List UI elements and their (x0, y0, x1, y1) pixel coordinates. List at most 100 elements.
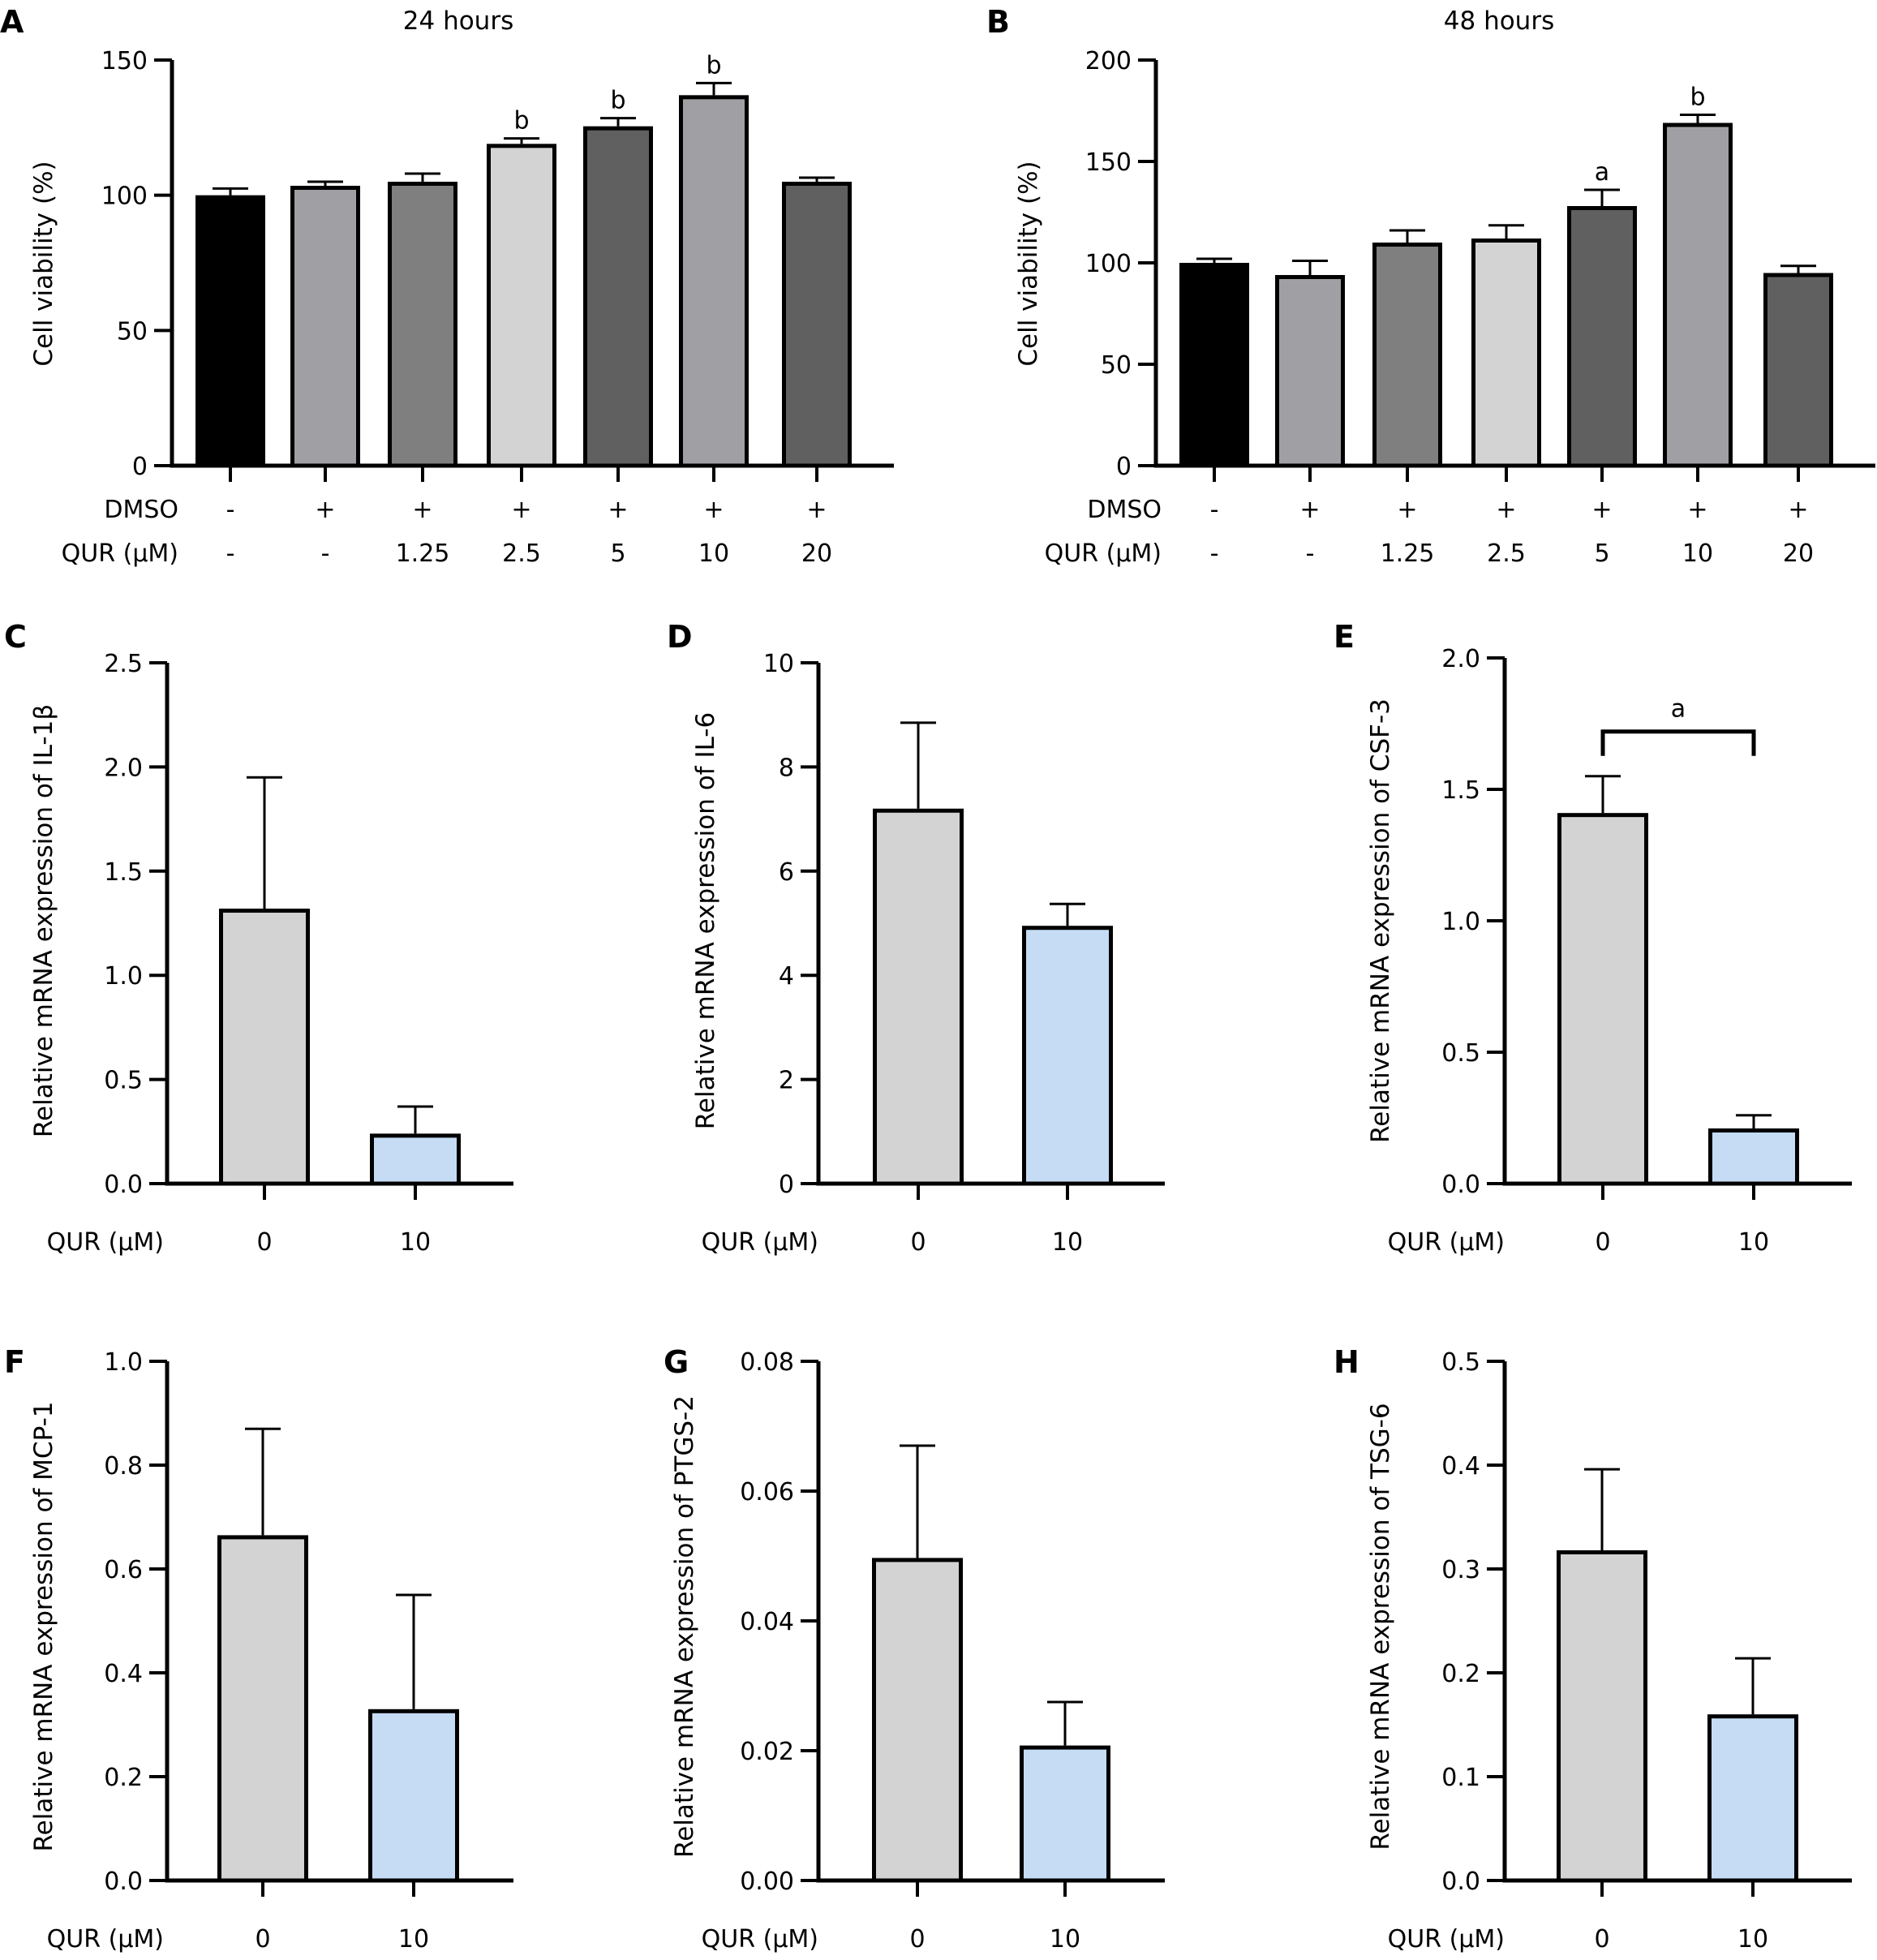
x-tick-label: 10 (1052, 1228, 1083, 1257)
y-tick-label: 50 (117, 317, 148, 346)
x-tick-label: + (1591, 496, 1612, 524)
panel-a-plot: 0 50 100 150 - - + - +1.25 b +2.5 b +5 b +10 +20 DMSO QUR… (62, 47, 894, 568)
x-tick-label: + (1788, 496, 1808, 524)
panel-e-plot: 0.0 0.5 1.0 1.5 2.0 0 10 QUR (μM) a (1388, 645, 1852, 1257)
panel-d-plot: 0 2 4 6 8 10 0 10 QUR (μM) (702, 650, 1165, 1257)
x-tick-label: 20 (801, 539, 832, 568)
y-tick-label: 0.5 (1441, 1039, 1480, 1068)
y-tick-label: 8 (779, 754, 794, 782)
panel-a-letter: A (0, 4, 24, 40)
x-tick-label: + (703, 496, 724, 524)
y-tick-label: 2 (779, 1067, 794, 1095)
y-tick-label: 1.0 (104, 1348, 143, 1377)
y-tick-label: 0.5 (104, 1067, 143, 1095)
x-row-label: QUR (μM) (47, 1925, 164, 1954)
x-row-label: QUR (μM) (62, 539, 178, 568)
significance-bracket (1600, 729, 1756, 756)
significance-label: b (1690, 84, 1705, 112)
x-tick-label: + (608, 496, 628, 524)
y-tick-label: 6 (779, 858, 794, 887)
bar (583, 126, 653, 468)
bar (487, 144, 556, 468)
y-tick-label: 1.5 (104, 858, 143, 887)
x-tick-label: + (806, 496, 827, 524)
x-tick-label: + (1687, 496, 1707, 524)
x-tick-label: - (1210, 496, 1219, 524)
x-row-label: QUR (μM) (47, 1228, 164, 1257)
x-tick-label: - (1306, 539, 1315, 568)
significance-label: a (1595, 158, 1609, 187)
y-tick-label: 0.6 (104, 1556, 143, 1584)
bar (1275, 275, 1345, 468)
y-tick-label: 1.0 (1441, 908, 1480, 936)
x-tick-label: + (412, 496, 432, 524)
panel-h-ylabel: Relative mRNA expression of TSG-6 (1366, 1403, 1395, 1850)
panel-h-letter: H (1334, 1344, 1359, 1380)
x-tick-label: + (1397, 496, 1417, 524)
panel-d-ylabel: Relative mRNA expression of IL-6 (691, 712, 720, 1129)
x-tick-label: 10 (1737, 1925, 1768, 1954)
x-row-label: QUR (μM) (1388, 1228, 1505, 1257)
x-tick-label: - (226, 539, 235, 568)
bar (1708, 1128, 1799, 1186)
panel-e-ylabel: Relative mRNA expression of CSF-3 (1366, 698, 1395, 1143)
panel-b-ylabel: Cell viability (%) (1014, 161, 1043, 366)
y-tick-label: 10 (763, 650, 794, 678)
y-tick-label: 100 (101, 183, 148, 211)
bar (1022, 926, 1113, 1186)
bar (1663, 122, 1733, 468)
panel-h-plot: 0.0 0.1 0.2 0.3 0.4 0.5 0 10 QUR (μM) (1388, 1348, 1852, 1954)
y-tick-label: 50 (1101, 351, 1132, 380)
y-tick-label: 0.0 (104, 1868, 143, 1896)
y-tick-label: 0.0 (104, 1171, 143, 1199)
panel-e: E Relative mRNA expression of CSF-3 0.00… (1334, 619, 1852, 1257)
panel-f-plot: 0.0 0.2 0.4 0.6 0.8 1.0 0 10 QUR (μM) (47, 1348, 513, 1954)
panel-c-letter: C (4, 619, 27, 655)
x-tick-label: + (315, 496, 335, 524)
bar (1557, 813, 1648, 1186)
bar (290, 186, 360, 468)
bar (1763, 273, 1833, 468)
significance-label: a (1671, 695, 1686, 724)
y-tick-label: 0.4 (1441, 1452, 1480, 1481)
x-row-label: QUR (μM) (702, 1228, 818, 1257)
significance-label: b (610, 87, 625, 115)
x-tick-label: 2.5 (502, 539, 541, 568)
x-tick-label: 2.5 (1487, 539, 1526, 568)
bar (1557, 1550, 1647, 1883)
panel-d: D Relative mRNA expression of IL-6 0 2 4 6 8… (667, 619, 1165, 1257)
x-tick-label: 20 (1783, 539, 1814, 568)
panel-f: F Relative mRNA expression of MCP-1 0.00… (4, 1344, 513, 1954)
y-tick-label: 1.0 (104, 962, 143, 991)
y-tick-label: 0.06 (740, 1478, 794, 1507)
y-tick-label: 150 (1085, 148, 1132, 177)
bar (195, 195, 265, 468)
y-tick-label: 4 (779, 962, 794, 991)
x-tick-label: 5 (610, 539, 625, 568)
panel-a: A 24 hours Cell viability (%) 0 50 100 150 -… (0, 4, 894, 568)
panel-c-plot: 0.0 0.5 1.0 1.5 2.0 2.5 0 10 QUR (μM) (47, 650, 513, 1257)
bar (1179, 263, 1249, 468)
bar (679, 95, 749, 468)
panel-b-letter: B (986, 4, 1010, 40)
y-tick-label: 0.0 (1441, 1868, 1480, 1896)
y-tick-label: 2.0 (104, 754, 143, 782)
panel-h: H Relative mRNA expression of TSG-6 0.00… (1334, 1344, 1852, 1954)
y-tick-label: 200 (1085, 47, 1132, 75)
bar (368, 1709, 459, 1883)
panel-b-title: 48 hours (1444, 6, 1554, 36)
x-tick-label: + (1299, 496, 1320, 524)
y-tick-label: 150 (101, 47, 148, 75)
x-tick-label: 10 (698, 539, 729, 568)
panel-a-title: 24 hours (403, 6, 513, 36)
x-tick-label: 10 (1682, 539, 1713, 568)
y-tick-label: 0.4 (104, 1660, 143, 1688)
x-tick-label: - (226, 496, 235, 524)
x-tick-label: - (1210, 539, 1219, 568)
x-tick-label: + (1496, 496, 1516, 524)
panel-g-plot: 0.00 0.02 0.04 0.06 0.08 0 10 QUR (μM) (702, 1348, 1165, 1954)
bar (1471, 239, 1541, 468)
y-tick-label: 0.2 (104, 1764, 143, 1792)
y-tick-label: 0.00 (740, 1868, 794, 1896)
